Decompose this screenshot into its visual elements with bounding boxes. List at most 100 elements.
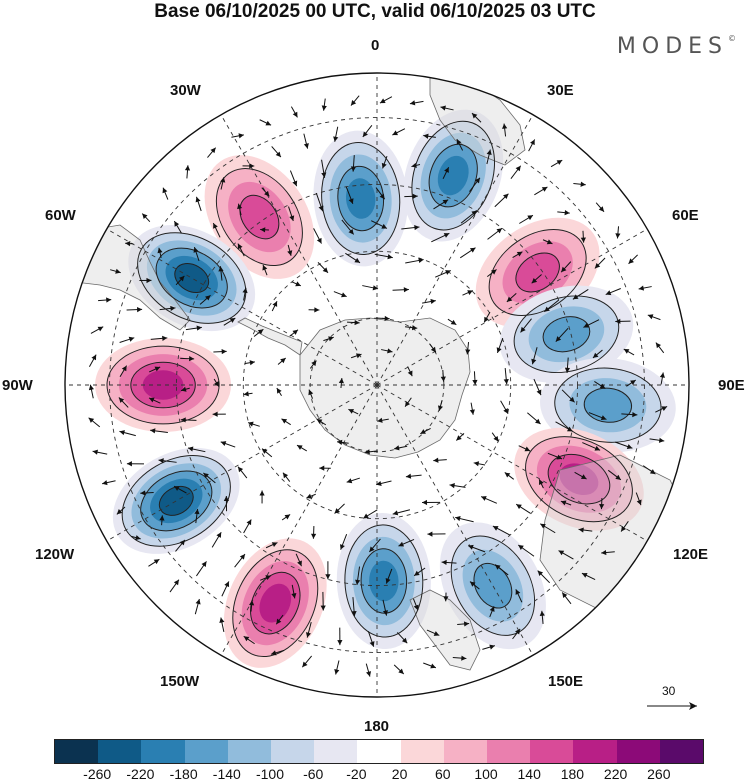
- wind-vector-head: [224, 581, 230, 588]
- anomaly-band: [584, 388, 632, 423]
- lon-label-90e: 90E: [718, 377, 745, 394]
- wind-vector-head: [594, 263, 601, 269]
- wind-vector-head: [437, 405, 443, 411]
- wind-vector-head: [615, 233, 621, 239]
- wind-vector-head: [569, 396, 575, 403]
- wind-vector-head: [506, 296, 513, 302]
- wind-vector-head: [440, 105, 446, 111]
- streamline-contour: [215, 168, 303, 267]
- wind-vector-head: [377, 417, 383, 423]
- wind-vector-head: [221, 348, 227, 355]
- wind-vector-head: [440, 376, 446, 382]
- lon-label-30e: 30E: [547, 82, 574, 99]
- wind-vector-head: [363, 513, 369, 519]
- wind-vector-head: [146, 277, 152, 284]
- wind-vector-head: [337, 640, 343, 646]
- map-border: [64, 72, 690, 698]
- colorbar-swatch: [443, 740, 488, 763]
- wind-vector-head: [265, 575, 271, 581]
- wind-vector-head: [292, 111, 298, 118]
- wind-vector-head: [504, 472, 511, 478]
- wind-vector-head: [601, 549, 607, 556]
- wind-vector-head: [157, 247, 163, 254]
- wind-vector-head: [311, 533, 317, 539]
- wind-vector-head: [137, 307, 143, 313]
- wind-vector-head: [289, 215, 295, 221]
- wind-vector-head: [316, 237, 322, 244]
- wind-vector-head: [265, 120, 272, 126]
- lon-label-120w: 120W: [35, 546, 75, 563]
- wind-vector-head: [276, 387, 282, 394]
- wind-vector-head: [405, 473, 412, 479]
- wind-vector-head: [297, 560, 302, 567]
- wind-vector-head: [193, 247, 199, 253]
- wind-vector-head: [626, 444, 633, 450]
- wind-vector-head: [280, 358, 286, 364]
- lon-label-0: 0: [371, 37, 380, 54]
- streamline-contour: [547, 453, 611, 505]
- streamline-contour: [525, 436, 633, 523]
- wind-vector-head: [348, 409, 355, 414]
- wind-vector-head: [470, 581, 476, 587]
- wind-vector-head: [444, 167, 449, 173]
- colorbar-tick-label: -100: [255, 766, 285, 782]
- wind-vector-head: [187, 446, 194, 452]
- wind-vector-head: [249, 360, 255, 366]
- wind-vector-head: [581, 573, 588, 578]
- wind-vector-head: [366, 671, 372, 677]
- wind-vector-head: [443, 233, 450, 238]
- wind-vector-head: [599, 383, 606, 389]
- wind-vector-head: [322, 267, 329, 273]
- wind-vector-head: [558, 550, 565, 556]
- wind-vector-head: [469, 409, 475, 415]
- wind-vector-head: [321, 105, 327, 111]
- wind-vector-head: [615, 474, 621, 480]
- wind-vector-head: [308, 389, 314, 396]
- wind-vector-head: [135, 535, 141, 541]
- wind-vector-head: [333, 136, 339, 142]
- colorbar-swatch: [227, 740, 272, 763]
- colorbar-tick-label: -220: [126, 766, 155, 782]
- colorbar-tick-label: 220: [603, 766, 628, 782]
- wind-vector-head: [337, 439, 343, 445]
- wind-vector-head: [414, 225, 420, 231]
- wind-vector-head: [381, 223, 387, 229]
- wind-vector-head: [303, 143, 309, 149]
- colorbar-swatch: [357, 740, 401, 763]
- wind-vector-head: [515, 165, 521, 172]
- wind-vector-head: [262, 264, 268, 271]
- lon-label-60e: 60E: [672, 207, 699, 224]
- wind-vector-head: [214, 381, 219, 387]
- wind-vector-head: [555, 336, 562, 342]
- wind-vector-head: [328, 336, 334, 342]
- streamline-contour: [428, 143, 478, 208]
- wind-vector-head: [567, 426, 573, 432]
- anomaly-band: [345, 178, 376, 219]
- wind-vector-head: [472, 379, 478, 386]
- colorbar-swatch: [487, 740, 531, 763]
- wind-vector-head: [237, 243, 243, 250]
- chart-title: Base 06/10/2025 00 UTC, valid 06/10/2025…: [154, 1, 596, 22]
- meridian-line: [216, 384, 378, 664]
- meridian-line: [216, 106, 378, 386]
- wind-vector-head: [621, 525, 627, 532]
- wind-vector-head: [297, 445, 303, 450]
- wind-vector-head: [348, 228, 354, 235]
- wind-vector-head: [88, 384, 94, 391]
- wind-vector-head: [598, 206, 605, 212]
- wind-vector-head: [541, 186, 548, 192]
- colorbar-tick-label: -60: [303, 766, 324, 782]
- streamline-contour: [488, 228, 587, 317]
- wind-vector-head: [270, 650, 277, 656]
- colorbar-swatch: [659, 740, 704, 763]
- wind-vector-head: [489, 606, 495, 612]
- wind-vector-head: [537, 570, 544, 577]
- lon-label-60w: 60W: [45, 207, 76, 224]
- wind-vector-head: [524, 446, 531, 452]
- colorbar-tick-label: -180: [169, 766, 198, 782]
- colorbar-swatch: [530, 740, 574, 763]
- wind-vector-head: [632, 412, 638, 418]
- wind-vector-head: [583, 322, 590, 328]
- wind-vector-head: [162, 335, 168, 341]
- wind-vector-head: [216, 532, 222, 538]
